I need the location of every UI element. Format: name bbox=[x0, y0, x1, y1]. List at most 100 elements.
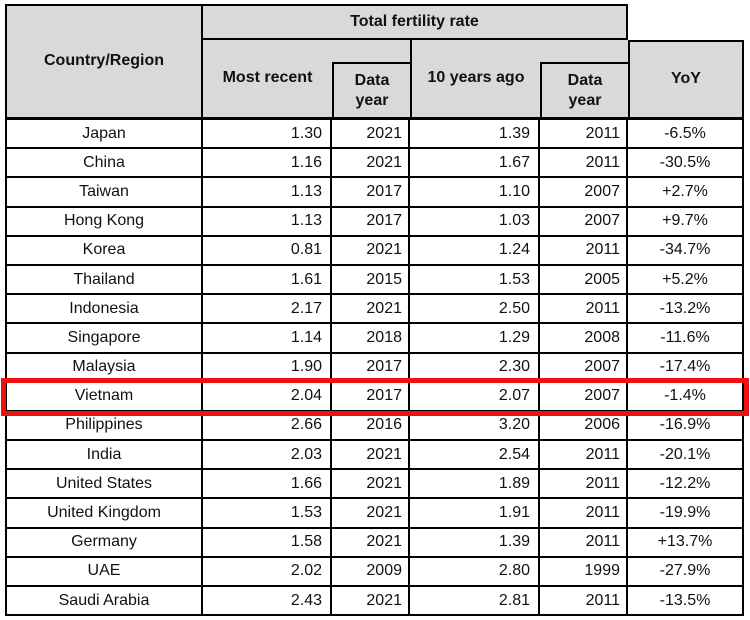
yoy-cell: -20.1% bbox=[628, 441, 744, 471]
data-year-cell: 2017 bbox=[332, 382, 410, 412]
most-recent-value-cell: 2.04 bbox=[203, 382, 332, 412]
country-cell: Indonesia bbox=[7, 295, 203, 325]
data-year-label: Data year bbox=[354, 71, 390, 109]
table-row: Vietnam 2.04 2017 2.07 2007 -1.4% bbox=[5, 382, 746, 412]
data-year-label: Data year bbox=[567, 71, 603, 109]
data-year-cell: 2021 bbox=[332, 441, 410, 471]
data-year-cell: 2021 bbox=[332, 295, 410, 325]
ten-years-ago-value-cell: 2.07 bbox=[410, 382, 540, 412]
table-row: Japan 1.30 2021 1.39 2011 -6.5% bbox=[5, 120, 746, 150]
most-recent-value-cell: 2.17 bbox=[203, 295, 332, 325]
table-row: Indonesia 2.17 2021 2.50 2011 -13.2% bbox=[5, 295, 746, 325]
data-year-cell: 1999 bbox=[540, 557, 628, 587]
most-recent-value-cell: 1.90 bbox=[203, 353, 332, 383]
most-recent-value-cell: 1.30 bbox=[203, 120, 332, 150]
yoy-cell: +9.7% bbox=[628, 207, 744, 237]
data-year-cell: 2015 bbox=[332, 265, 410, 296]
country-region-header: Country/Region bbox=[5, 4, 203, 120]
ten-years-ago-label: 10 years ago bbox=[427, 69, 525, 87]
data-year-cell: 2011 bbox=[540, 587, 628, 617]
most-recent-value-cell: 1.14 bbox=[203, 324, 332, 354]
country-cell: UAE bbox=[7, 557, 203, 587]
data-year-cell: 2011 bbox=[540, 120, 628, 150]
data-year-cell: 2021 bbox=[332, 528, 410, 558]
yoy-cell: -17.4% bbox=[628, 353, 744, 383]
country-cell: Singapore bbox=[7, 324, 203, 354]
table-row: Korea 0.81 2021 1.24 2011 -34.7% bbox=[5, 236, 746, 266]
yoy-cell: +2.7% bbox=[628, 178, 744, 208]
table-row: Philippines 2.66 2016 3.20 2006 -16.9% bbox=[5, 411, 746, 442]
most-recent-value-cell: 1.61 bbox=[203, 265, 332, 296]
ten-years-ago-value-cell: 1.53 bbox=[410, 265, 540, 296]
country-cell: Saudi Arabia bbox=[7, 587, 203, 617]
data-year-cell: 2021 bbox=[332, 236, 410, 266]
country-cell: Germany bbox=[7, 528, 203, 558]
country-cell: Philippines bbox=[7, 411, 203, 442]
total-fertility-rate-group-header: Total fertility rate bbox=[203, 4, 628, 40]
ten-years-ago-value-cell: 1.24 bbox=[410, 236, 540, 266]
country-cell: Vietnam bbox=[7, 382, 203, 412]
most-recent-value-cell: 2.43 bbox=[203, 587, 332, 617]
table-body: Japan 1.30 2021 1.39 2011 -6.5% China 1.… bbox=[5, 120, 746, 617]
table-row: Singapore 1.14 2018 1.29 2008 -11.6% bbox=[5, 324, 746, 354]
ten-years-ago-value-cell: 1.67 bbox=[410, 149, 540, 179]
data-year-inset-box: Data year bbox=[540, 62, 628, 117]
data-year-cell: 2006 bbox=[540, 411, 628, 442]
data-year-cell: 2005 bbox=[540, 265, 628, 296]
ten-years-ago-value-cell: 1.29 bbox=[410, 324, 540, 354]
country-cell: Hong Kong bbox=[7, 207, 203, 237]
ten-years-ago-value-cell: 1.39 bbox=[410, 528, 540, 558]
most-recent-value-cell: 2.02 bbox=[203, 557, 332, 587]
data-year-cell: 2007 bbox=[540, 178, 628, 208]
yoy-cell: -30.5% bbox=[628, 149, 744, 179]
most-recent-value-cell: 2.03 bbox=[203, 441, 332, 471]
data-year-cell: 2008 bbox=[540, 324, 628, 354]
data-year-cell: 2007 bbox=[540, 353, 628, 383]
data-year-cell: 2021 bbox=[332, 499, 410, 529]
country-cell: Taiwan bbox=[7, 178, 203, 208]
yoy-cell: -13.5% bbox=[628, 587, 744, 617]
table-row: UAE 2.02 2009 2.80 1999 -27.9% bbox=[5, 557, 746, 587]
total-fertility-rate-label: Total fertility rate bbox=[350, 12, 479, 30]
data-year-cell: 2017 bbox=[332, 178, 410, 208]
data-year-cell: 2011 bbox=[540, 295, 628, 325]
data-year-cell: 2021 bbox=[332, 149, 410, 179]
ten-years-ago-value-cell: 2.30 bbox=[410, 353, 540, 383]
table-row: Taiwan 1.13 2017 1.10 2007 +2.7% bbox=[5, 178, 746, 208]
country-cell: United States bbox=[7, 470, 203, 500]
table-row: United Kingdom 1.53 2021 1.91 2011 -19.9… bbox=[5, 499, 746, 529]
data-year-cell: 2021 bbox=[332, 587, 410, 617]
data-year-column-header-1: Data year bbox=[332, 40, 410, 120]
data-year-cell: 2017 bbox=[332, 207, 410, 237]
data-year-cell: 2007 bbox=[540, 207, 628, 237]
ten-years-ago-value-cell: 1.10 bbox=[410, 178, 540, 208]
yoy-cell: +13.7% bbox=[628, 528, 744, 558]
data-year-cell: 2021 bbox=[332, 470, 410, 500]
country-cell: Korea bbox=[7, 236, 203, 266]
country-cell: Thailand bbox=[7, 265, 203, 296]
yoy-cell: -19.9% bbox=[628, 499, 744, 529]
ten-years-ago-column-header: 10 years ago bbox=[410, 40, 540, 120]
data-year-cell: 2011 bbox=[540, 236, 628, 266]
country-cell: Malaysia bbox=[7, 353, 203, 383]
most-recent-value-cell: 2.66 bbox=[203, 411, 332, 442]
country-cell: China bbox=[7, 149, 203, 179]
yoy-cell: -6.5% bbox=[628, 120, 744, 150]
yoy-column-header: YoY bbox=[628, 40, 744, 120]
yoy-cell: -27.9% bbox=[628, 557, 744, 587]
country-cell: India bbox=[7, 441, 203, 471]
yoy-cell: -1.4% bbox=[628, 382, 744, 412]
ten-years-ago-value-cell: 1.03 bbox=[410, 207, 540, 237]
yoy-cell: -16.9% bbox=[628, 411, 744, 442]
country-cell: Japan bbox=[7, 120, 203, 150]
ten-years-ago-value-cell: 2.80 bbox=[410, 557, 540, 587]
country-cell: United Kingdom bbox=[7, 499, 203, 529]
data-year-cell: 2016 bbox=[332, 411, 410, 442]
most-recent-label: Most recent bbox=[222, 69, 313, 87]
table-row: Malaysia 1.90 2017 2.30 2007 -17.4% bbox=[5, 353, 746, 383]
yoy-label: YoY bbox=[671, 70, 701, 88]
most-recent-value-cell: 0.81 bbox=[203, 236, 332, 266]
data-year-cell: 2011 bbox=[540, 441, 628, 471]
data-year-cell: 2011 bbox=[540, 149, 628, 179]
